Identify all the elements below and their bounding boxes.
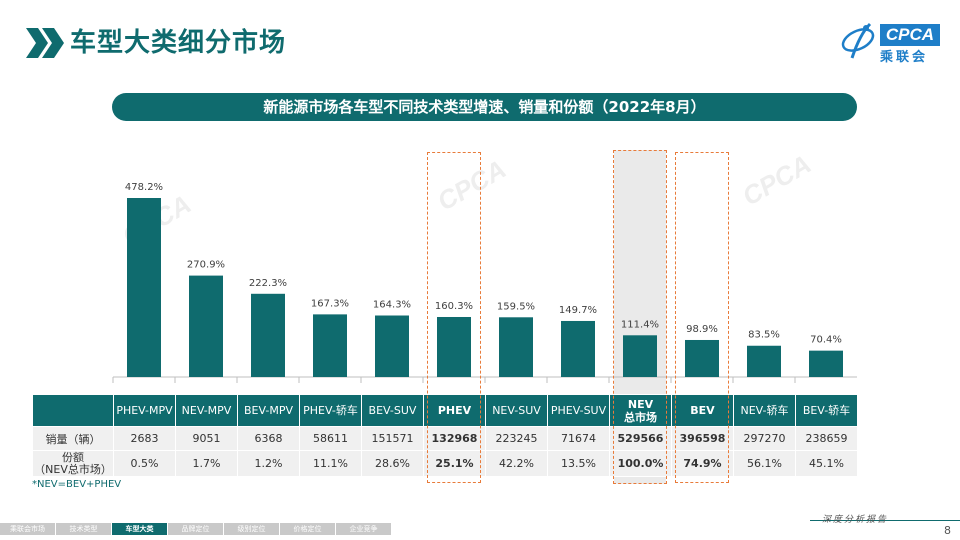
nev-total-highlight-box [613, 150, 667, 484]
data-label-1: 270.9% [187, 260, 225, 271]
table-cell: 45.1% [795, 450, 858, 477]
data-label-6: 159.5% [497, 301, 535, 312]
table-cell: 25.1% [423, 450, 486, 477]
table-header-cell: NEV-SUV [485, 394, 548, 427]
bar-4 [375, 315, 409, 377]
bar-11 [809, 350, 843, 377]
data-label-10: 83.5% [748, 330, 780, 341]
table-cell: 223245 [485, 426, 548, 451]
bar-chart: 478.2% 270.9% 222.3% 167.3% 164.3% 160.3% 159.… [112, 182, 857, 383]
data-label-3: 167.3% [311, 298, 349, 309]
bar-7 [561, 320, 595, 377]
table-cell: 71674 [547, 426, 610, 451]
nav-tab[interactable]: 级别定位 [224, 523, 279, 535]
table-header-cell: PHEV-SUV [547, 394, 610, 427]
data-label-7: 149.7% [559, 305, 597, 316]
data-table: PHEV-MPV NEV-MPV BEV-MPV PHEV-轿车 BEV-SUV PHEV… [32, 394, 858, 477]
data-label-11: 70.4% [810, 335, 842, 346]
table-header-cell: PHEV-轿车 [299, 394, 362, 427]
nav-tab[interactable]: 车型大类 [112, 523, 167, 535]
data-label-8: 111.4% [621, 319, 659, 330]
table-header-cell: BEV-轿车 [795, 394, 858, 427]
row-label: 销量（辆） [32, 426, 114, 451]
table-row: 销量（辆） 2683 9051 6368 58611 151571 132968 223245… [32, 426, 858, 451]
bev-highlight-box [675, 152, 729, 483]
table-cell: 0.5% [113, 450, 176, 477]
data-label-0: 478.2% [125, 182, 163, 193]
nav-tab[interactable]: 技术类型 [56, 523, 111, 535]
bar-6 [499, 317, 533, 377]
table-corner [32, 394, 114, 427]
row-label: 份额 （NEV总市场） [32, 450, 114, 477]
table-row: 份额 （NEV总市场） 0.5% 1.7% 1.2% 11.1% 28.6% 25.1% 42.… [32, 450, 858, 477]
nav-tab[interactable]: 企业竞争 [336, 523, 391, 535]
table-cell: 13.5% [547, 450, 610, 477]
phev-highlight-box [427, 152, 481, 483]
bar-10 [747, 345, 781, 377]
bar-9 [685, 339, 719, 377]
table-cell: 58611 [299, 426, 362, 451]
table-cell: 238659 [795, 426, 858, 451]
table-header-cell: NEV 总市场 [609, 394, 672, 427]
footer-divider [810, 520, 960, 521]
bar-3 [313, 314, 347, 377]
table-cell: 6368 [237, 426, 300, 451]
table-header-cell: PHEV-MPV [113, 394, 176, 427]
table-header-cell: NEV-MPV [175, 394, 238, 427]
table-cell: 132968 [423, 426, 486, 451]
nav-tab[interactable]: 乘联会市场 [0, 523, 55, 535]
table-cell: 100.0% [609, 450, 672, 477]
data-label-9: 98.9% [686, 324, 718, 335]
chart-subtitle: 新能源市场各车型不同技术类型增速、销量和份额（2022年8月） [112, 93, 857, 121]
data-label-4: 164.3% [373, 299, 411, 310]
bar-0 [127, 198, 161, 377]
data-label-2: 222.3% [249, 278, 287, 289]
footer-tagline: 深度分析报告 [822, 515, 889, 525]
cpca-logo-icon [841, 22, 875, 59]
page-title: 车型大类细分市场 [70, 28, 287, 58]
bar-1 [189, 275, 223, 377]
page-number: 8 [944, 524, 951, 537]
bar-2 [251, 293, 285, 377]
table-cell: 42.2% [485, 450, 548, 477]
section-nav: 乘联会市场 技术类型 车型大类 品牌定位 级别定位 价格定位 企业竞争 [0, 523, 392, 535]
table-cell: 1.7% [175, 450, 238, 477]
data-label-5: 160.3% [435, 301, 473, 312]
footnote: *NEV=BEV+PHEV [32, 479, 122, 490]
table-cell: 2683 [113, 426, 176, 451]
table-cell: 396598 [671, 426, 734, 451]
table-cell: 28.6% [361, 450, 424, 477]
table-header-cell: PHEV [423, 394, 486, 427]
table-cell: 151571 [361, 426, 424, 451]
table-header-cell: NEV-轿车 [733, 394, 796, 427]
table-header-cell: BEV-MPV [237, 394, 300, 427]
table-header-cell: BEV-SUV [361, 394, 424, 427]
bar-5 [437, 316, 471, 377]
table-cell: 11.1% [299, 450, 362, 477]
logo-text: CPCA [880, 24, 940, 46]
table-cell: 74.9% [671, 450, 734, 477]
logo-subtext: 乘联会 [880, 50, 929, 65]
nav-tab[interactable]: 品牌定位 [168, 523, 223, 535]
bar-8 [623, 335, 657, 377]
chevron-right-icon [26, 28, 64, 58]
table-cell: 297270 [733, 426, 796, 451]
nav-tab[interactable]: 价格定位 [280, 523, 335, 535]
table-cell: 1.2% [237, 450, 300, 477]
table-header-cell: BEV [671, 394, 734, 427]
table-cell: 56.1% [733, 450, 796, 477]
table-cell: 9051 [175, 426, 238, 451]
